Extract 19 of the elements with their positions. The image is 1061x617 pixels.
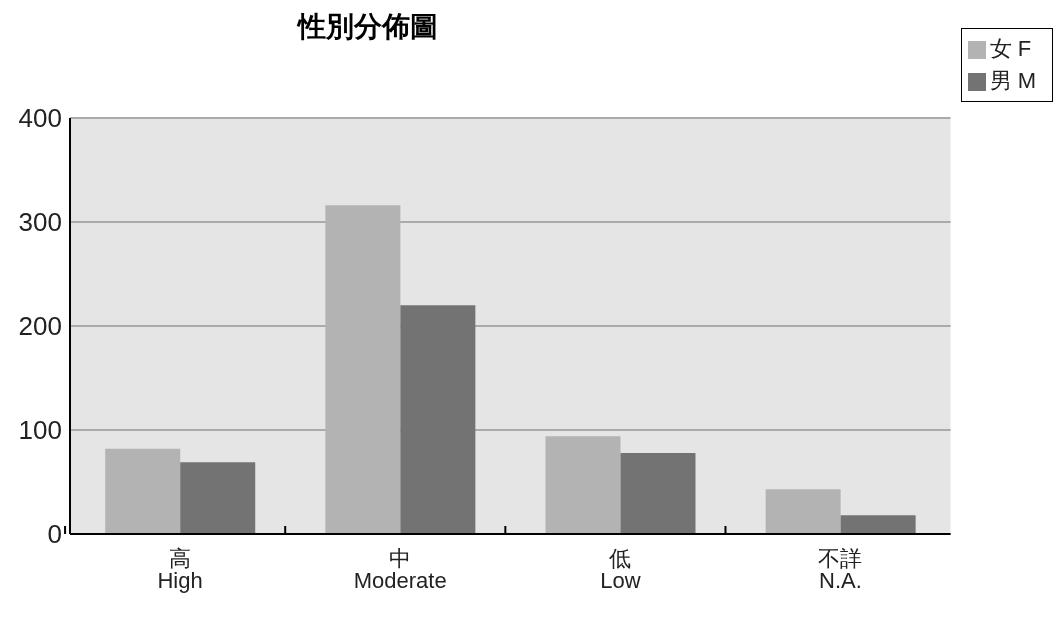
x-tick-label: 不詳 N.A. [818, 546, 863, 593]
y-tick-label: 100 [18, 415, 62, 446]
bar [840, 515, 916, 534]
x-tick-label: 中 Moderate [353, 546, 447, 593]
y-tick-label: 400 [18, 103, 62, 134]
x-tick-label: 低 Low [600, 546, 641, 593]
bar [400, 305, 476, 534]
bar [180, 462, 256, 534]
y-tick-label: 300 [18, 207, 62, 238]
bar [620, 452, 696, 534]
y-tick-label: 0 [47, 519, 62, 550]
x-tick-label: 高 High [157, 546, 203, 593]
legend-label: 女 F [989, 36, 1032, 61]
chart-title: 性別分佈圖 [298, 10, 438, 44]
bar [545, 436, 621, 534]
legend-label: 男 M [989, 68, 1036, 93]
bar [105, 448, 181, 534]
bar [765, 489, 841, 534]
y-tick-label: 200 [18, 311, 62, 342]
